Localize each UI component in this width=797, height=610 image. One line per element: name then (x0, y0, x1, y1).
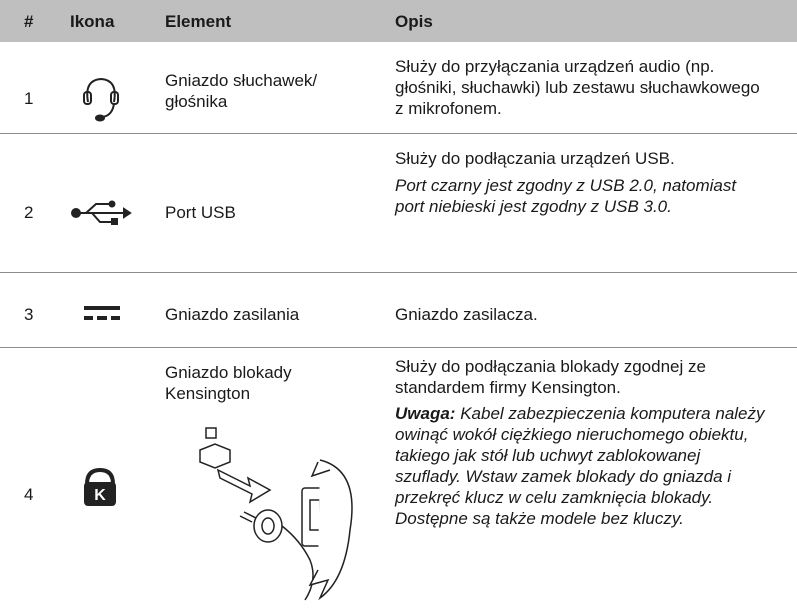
headset-icon (83, 77, 119, 122)
note: Uwaga: Kabel zabezpieczenia komputera na… (395, 403, 767, 529)
element-name: Gniazdo słuchawek/ głośnika (165, 71, 318, 111)
element-name: Port USB (165, 203, 236, 222)
note: Port czarny jest zgodny z USB 2.0, natom… (395, 176, 737, 216)
lock-illustration (199, 427, 353, 601)
table-header: # Ikona Element Opis (0, 0, 797, 42)
element-name: Gniazdo zasilania (165, 305, 300, 324)
usb-icon (71, 200, 132, 225)
note-label: Uwaga: (395, 404, 456, 423)
row-separator (0, 272, 797, 273)
description: Gniazdo zasilacza. (395, 305, 538, 324)
description: Służy do przyłączania urządzeń audio (np… (395, 57, 760, 118)
power-icon (84, 306, 120, 320)
row-number: 1 (24, 89, 34, 108)
svg-text:K: K (94, 487, 106, 504)
note-text: Kabel zabezpieczenia komputera należy ow… (395, 404, 765, 528)
row-number: 2 (24, 203, 34, 222)
header-cell: # (24, 12, 34, 31)
header-cell: Element (165, 12, 232, 31)
row-separator (0, 133, 797, 134)
header-cell: Opis (395, 12, 433, 31)
description: Służy do podłączania urządzeń USB. (395, 149, 675, 168)
row-separator (0, 347, 797, 348)
element-name: Gniazdo blokady Kensington (165, 363, 292, 403)
row-number: 3 (24, 305, 34, 324)
description: Służy do podłączania blokady zgodnej ze … (395, 357, 706, 397)
kensington-icon: K (84, 467, 116, 506)
header-cell: Ikona (70, 12, 115, 31)
row-number: 4 (24, 485, 34, 504)
